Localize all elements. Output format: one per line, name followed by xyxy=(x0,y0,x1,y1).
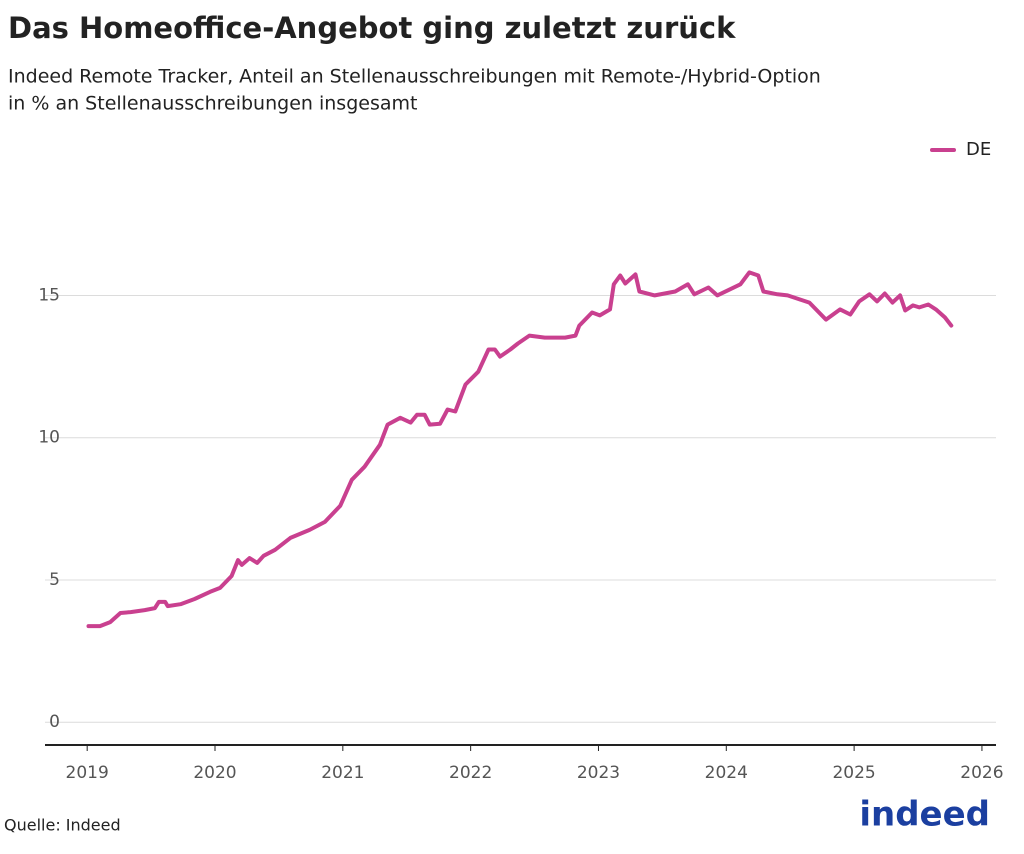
chart-subtitle: Indeed Remote Tracker, Anteil an Stellen… xyxy=(8,66,821,88)
x-tick-label: 2025 xyxy=(832,763,875,783)
y-tick-label: 10 xyxy=(38,428,60,448)
line xyxy=(86,270,954,629)
chart-title: Das Homeoffice-Angebot ging zuletzt zurü… xyxy=(8,11,736,45)
y-tick-label: 0 xyxy=(49,712,60,732)
x-tick-label: 2021 xyxy=(321,763,364,783)
x-tick-label: 2022 xyxy=(449,763,492,783)
legend-label: DE xyxy=(966,139,991,160)
x-tick-label: 2019 xyxy=(66,763,109,783)
x-tick-label: 2020 xyxy=(193,763,236,783)
x-tick-label: 2026 xyxy=(960,763,1003,783)
x-tick-label: 2024 xyxy=(705,763,748,783)
chart-subtitle: in % an Stellenausschreibungen insgesamt xyxy=(8,93,417,115)
source: Quelle: Indeed xyxy=(4,816,121,835)
x-tick-label: 2023 xyxy=(577,763,620,783)
y-tick-label: 15 xyxy=(38,285,60,305)
logo: indeed xyxy=(859,795,990,835)
y-tick-label: 5 xyxy=(49,570,60,590)
